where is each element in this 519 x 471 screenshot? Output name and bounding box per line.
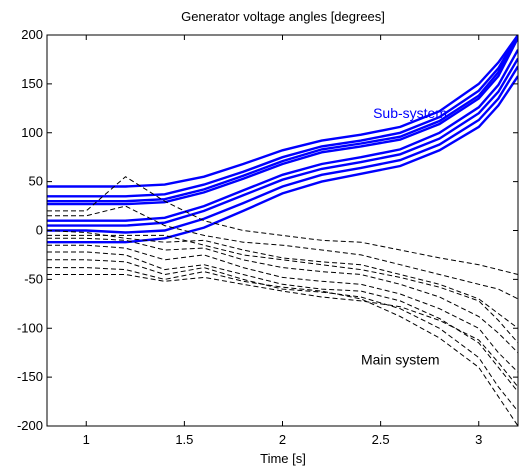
main-system-line-16 [47, 267, 518, 426]
annotation-main-system: Main system [361, 351, 440, 367]
subsystem-line-6 [47, 57, 518, 227]
x-tick-label: 3 [475, 432, 482, 447]
y-tick-label: -50 [24, 271, 43, 286]
main-system-line-11 [47, 230, 518, 329]
subsystem-line-7 [47, 65, 518, 234]
y-tick-label: 200 [21, 27, 43, 42]
y-tick-label: 50 [29, 174, 43, 189]
subsystem-line-4 [47, 37, 518, 206]
x-tick-label: 2 [279, 432, 286, 447]
main-system-line-10 [47, 205, 518, 300]
axes: 1 1.5 2 2.5 3 -200 -150 -100 -50 0 50 100 150 200 [17, 27, 519, 447]
main-system-line-18 [47, 274, 518, 388]
chart-title: Generator voltage angles [degrees] [181, 9, 385, 24]
subsystem-line-2 [47, 35, 518, 198]
plot-area: Sub-system Main system [47, 35, 518, 426]
main-system-line-17 [47, 234, 518, 344]
x-tick-label: 2.5 [372, 432, 390, 447]
y-tick-label: -150 [17, 369, 43, 384]
main-system-line-9 [47, 176, 518, 275]
x-tick-label: 1.5 [175, 432, 193, 447]
main-system-line-12 [47, 237, 518, 354]
main-system-line-14 [47, 251, 518, 393]
x-axis-label: Time [s] [260, 451, 306, 466]
x-tick-label: 1 [83, 432, 90, 447]
subsystem-line-3 [47, 35, 518, 203]
annotation-subsystem: Sub-system [373, 105, 447, 121]
main-system-line-15 [47, 259, 518, 412]
y-tick-label: 100 [21, 125, 43, 140]
subsystem-line-1 [47, 35, 518, 188]
y-tick-label: -200 [17, 418, 43, 433]
subsystem-line-5 [47, 49, 518, 222]
main-system-line-13 [47, 244, 518, 373]
y-tick-label: 150 [21, 76, 43, 91]
subsystem-line-8 [47, 75, 518, 244]
y-tick-label: -100 [17, 320, 43, 335]
axes-frame [46, 34, 519, 427]
y-tick-label: 0 [36, 223, 43, 238]
